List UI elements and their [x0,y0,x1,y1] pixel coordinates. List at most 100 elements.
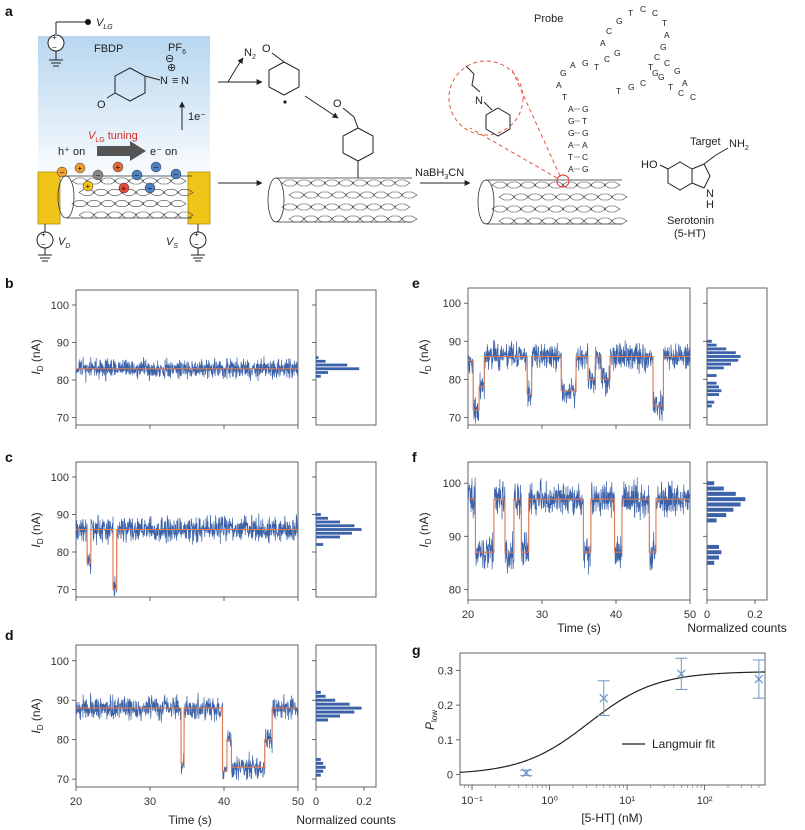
pf6-label: PF [168,42,182,54]
nh2-label: NH [729,138,745,150]
y-tick-label: 80 [57,547,69,559]
svg-text:N: N [475,95,483,107]
y-tick-label: 0 [447,770,453,782]
x-tick-label: 10¹ [619,795,635,807]
zoom-inset-circle [448,60,524,136]
reagent-sub: 3 [444,174,448,181]
tube-lattice [281,179,418,223]
histogram-d [316,690,362,777]
histogram-bar [316,710,355,714]
histogram-bar [316,363,348,367]
panel-b: b 70 80 90 100 ID (nA) [5,275,377,429]
reagent-suffix: CN [448,167,464,179]
histogram-bar [316,359,326,363]
pf6-minus-icon: ⊖ [165,53,174,65]
y-axis-e: 70 80 90 100 [443,298,707,429]
hist-xlabel-f: Normalized counts [687,621,786,635]
histogram-bar [316,690,321,694]
y-axis-b: 70 80 90 100 [51,300,316,429]
x-tick-label: 40 [218,796,230,808]
functionalized-nanotube [267,177,418,223]
aptamer-base: C [640,78,646,88]
fbdp-molecule: FBDP PF6 ⊖ O ⊕ N ≡ N 1e⁻ [94,42,206,130]
v-s-sub: S [173,243,178,250]
tube-end [477,179,495,225]
aptamer-base: C [604,54,610,64]
indole-h-label: H [706,199,714,211]
one-electron-label: 1e⁻ [188,111,206,123]
aptamer-base: G [628,82,635,92]
x-axis-d: 20 30 40 50 [70,796,304,808]
aptamer-base: A [568,164,574,174]
histogram-bar [316,694,326,698]
charge-sign: − [60,168,65,177]
hole-on-label: h⁺ on [58,146,85,158]
idealized-level-fit [468,498,690,553]
aptamer-base: T [582,116,587,126]
aptamer-base: G [568,128,575,138]
charge-sign: + [86,182,91,191]
target-label: Target [690,136,721,148]
x-tick-label: 50 [684,609,696,621]
svg-text:PF6: PF6 [168,42,186,56]
aptamer-base: C [582,152,588,162]
histogram-bar [316,531,352,535]
histogram-bar [707,400,715,404]
xlabel-d: Time (s) [168,813,212,827]
histogram-bar [707,343,717,347]
charge-icon [131,169,143,181]
data-point [599,693,609,703]
histogram-bar [316,356,319,359]
panel-label-d: d [5,627,14,643]
svg-text:−: − [41,240,46,249]
svg-text:N2: N2 [244,47,256,61]
serotonin-label: Serotonin [667,215,714,227]
x-tick-label: 30 [536,609,548,621]
source-electrode [187,171,211,225]
y-tick-label: 80 [449,584,461,596]
n2-sub: 2 [252,54,256,61]
histogram-bar [316,706,362,710]
histogram-bar [707,513,727,518]
data-point [521,768,531,778]
y-tick-label: 90 [57,338,69,350]
y-tick-label: 80 [57,375,69,387]
aptamer-base: T [594,62,599,72]
raw-current-trace [75,356,299,383]
v-s-label: V [166,236,175,248]
probe-label: Probe [534,13,563,25]
serotonin-abbr: (5-HT) [674,228,706,240]
grafted-aryl: O [267,98,418,223]
aptamer-base: T [628,8,633,18]
aptamer-base: G [616,16,623,26]
svg-text:−: − [194,240,199,249]
aptamer-base: T [562,92,567,102]
y-tick-label: 70 [57,413,69,425]
histogram-bar [707,339,712,343]
charge-icon [144,182,156,194]
serotonin-molecule: Target HO NH2 N H Serotonin (5-HT) [641,136,749,240]
charge-icon [112,161,124,173]
panel-label-b: b [5,275,14,291]
x-axis-f: 20 30 40 50 [462,609,696,621]
y-tick-label: 0.2 [438,700,453,712]
attachment-site-circle [556,174,570,188]
aptamer-base: C [678,88,684,98]
binding-curve: 0 0.1 0.2 0.3 10⁻¹ 10⁰ 10¹ 10² [438,657,766,807]
histogram-bar [707,555,719,560]
histogram-bar [707,560,715,565]
y-tick-label: 90 [57,695,69,707]
y-tick-label: 100 [51,472,69,484]
histogram-bar [316,524,355,528]
panel-c: c 70 80 90 100 ID (nA) [5,449,377,601]
diazonium-plus-icon: ⊕ [167,62,176,74]
idealized-level-fit [468,355,690,411]
histogram-bar [316,374,321,378]
panel-label-e: e [412,275,420,291]
y-axis-c: 70 80 90 100 [51,472,316,601]
ylabel-c: ID (nA) [29,512,45,547]
x-tick-label: 40 [610,609,622,621]
ylabel-f: ID (nA) [417,512,433,547]
aptamer-base: C [690,92,696,102]
